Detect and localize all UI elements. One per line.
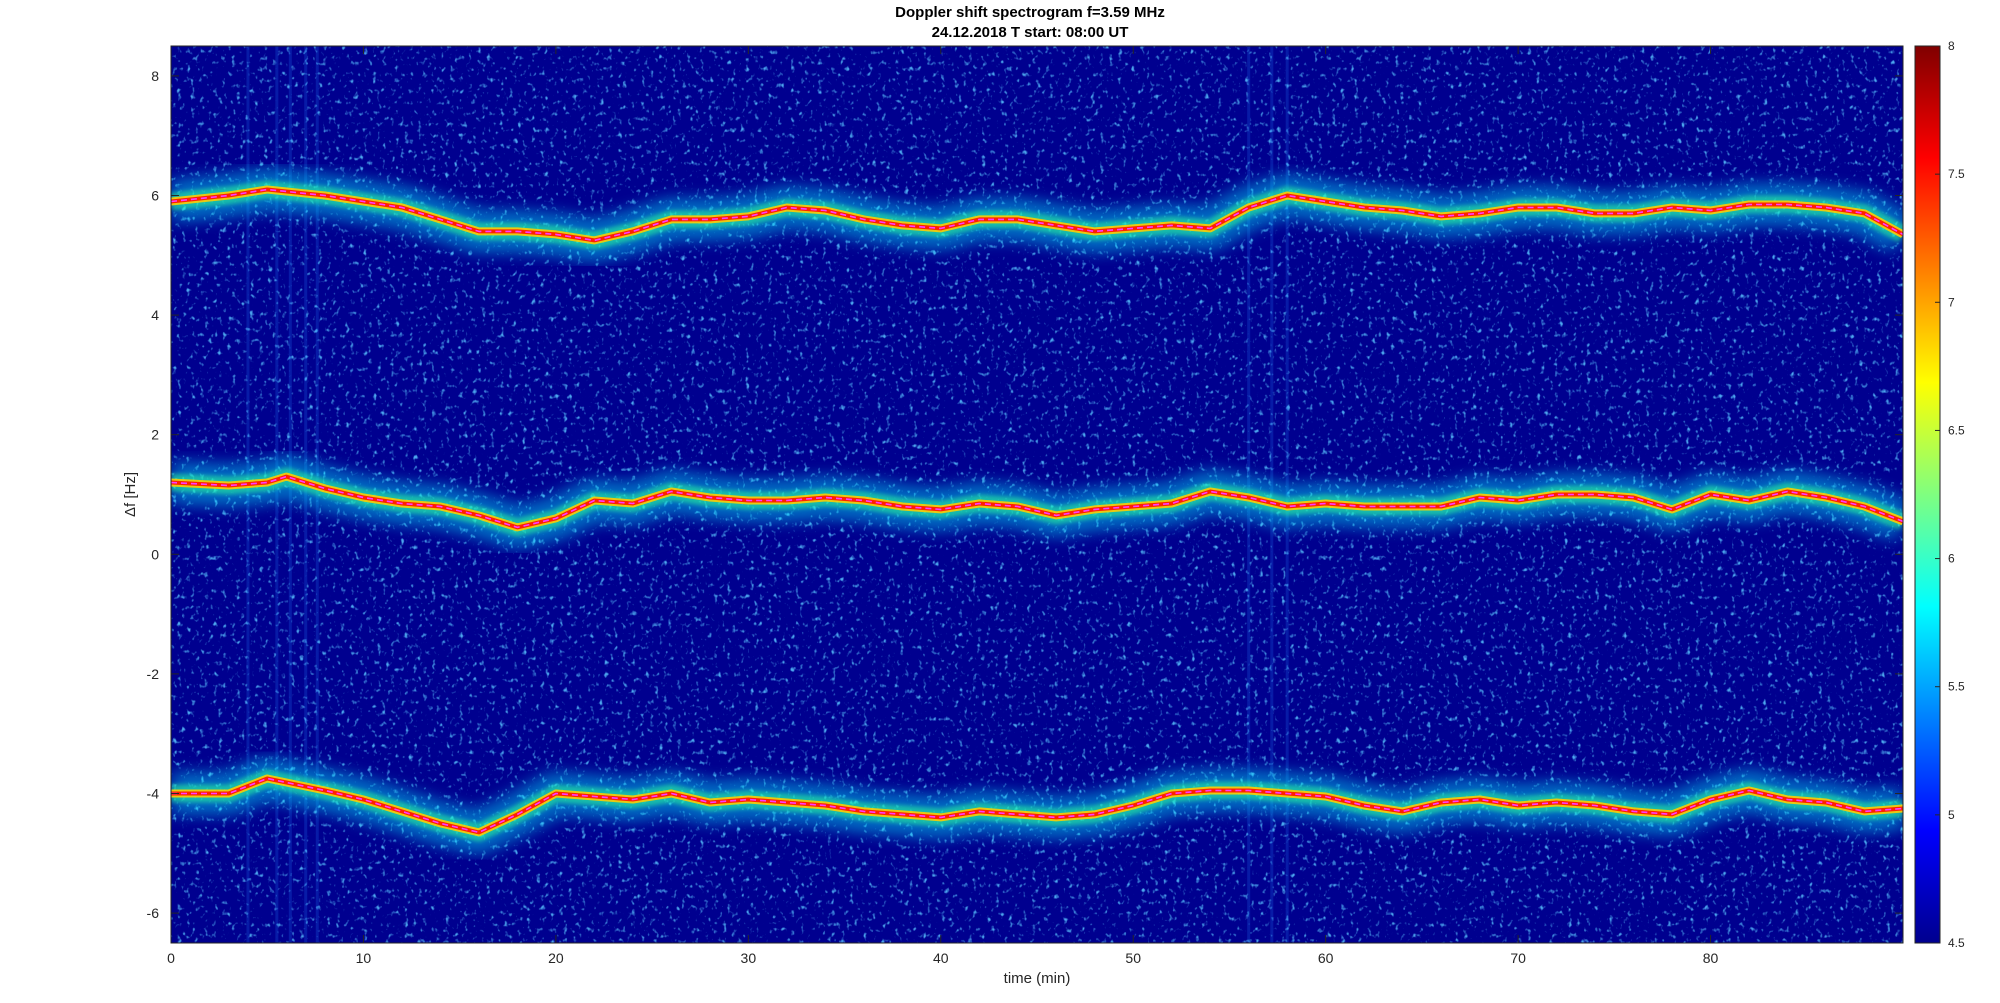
y-tick-label: -4 (147, 786, 160, 802)
colorbar-tick-label: 7.5 (1948, 167, 1965, 181)
colorbar-tick-label: 4.5 (1948, 936, 1965, 950)
y-tick-label: 0 (151, 546, 159, 562)
colorbar-tick-label: 7 (1948, 295, 1955, 309)
trace-fit (171, 777, 1903, 834)
y-tick-label: 2 (151, 427, 159, 443)
x-tick-label: 0 (167, 950, 175, 966)
trace-fit (171, 188, 1903, 242)
x-tick-label: 10 (356, 950, 372, 966)
x-tick-label: 20 (548, 950, 564, 966)
colorbar-tick-label: 6.5 (1948, 423, 1965, 437)
chart-subtitle: 24.12.2018 T start: 08:00 UT (931, 24, 1129, 41)
x-tick-label: 30 (741, 950, 757, 966)
y-tick-label: 8 (151, 68, 159, 84)
colorbar-tick-label: 5 (1948, 808, 1955, 822)
colorbar: 4.5 5 5.5 6 6.5 7 7.5 8 (1914, 39, 1965, 950)
colorbar-tick-label: 5.5 (1948, 680, 1965, 694)
signal-trace-2 (171, 454, 1903, 550)
colorbar-frame (1914, 45, 1941, 944)
x-tick-label: 80 (1703, 950, 1719, 966)
signal-trace-1 (171, 167, 1903, 263)
x-tick-label: 40 (933, 950, 949, 966)
axes-box (170, 45, 1904, 944)
y-tick-label: 6 (151, 188, 159, 204)
x-tick-label: 70 (1510, 950, 1526, 966)
colorbar-gradient (1915, 46, 1940, 943)
trace-fit (171, 475, 1903, 529)
y-axis-label: Δf [Hz] (122, 472, 139, 517)
axes: 0 10 20 30 40 50 60 70 80 -6 -4 -2 0 2 4 6 8 time (min) Δf… (122, 45, 1904, 987)
x-axis-label: time (min) (1004, 970, 1071, 987)
plot-area (171, 46, 1903, 943)
colorbar-tick-label: 8 (1948, 39, 1955, 53)
y-tick-label: 4 (151, 307, 159, 323)
x-tick-label: 60 (1318, 950, 1334, 966)
signal-trace-3 (171, 756, 1903, 855)
colorbar-tick-label: 6 (1948, 552, 1955, 566)
x-tick-label: 50 (1125, 950, 1141, 966)
y-tick-label: -2 (147, 666, 160, 682)
y-tick-label: -6 (147, 905, 160, 921)
chart-title: Doppler shift spectrogram f=3.59 MHz (895, 4, 1165, 21)
